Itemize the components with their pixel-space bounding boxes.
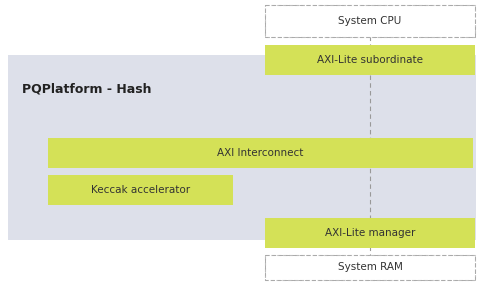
Text: AXI Interconnect: AXI Interconnect [218, 148, 304, 158]
Bar [48, 138, 473, 168]
Text: AXI-Lite subordinate: AXI-Lite subordinate [317, 55, 423, 65]
Text: System CPU: System CPU [338, 16, 402, 26]
Bar [8, 55, 476, 240]
Text: AXI-Lite manager: AXI-Lite manager [325, 228, 415, 238]
Text: System RAM: System RAM [338, 263, 402, 273]
Bar [265, 218, 475, 248]
Bar [265, 5, 475, 37]
Text: Keccak accelerator: Keccak accelerator [91, 185, 190, 195]
Bar [265, 45, 475, 75]
Bar [265, 5, 475, 37]
Bar [265, 255, 475, 280]
Bar [265, 255, 475, 280]
Bar [48, 175, 233, 205]
Text: PQPlatform - Hash: PQPlatform - Hash [22, 83, 152, 95]
